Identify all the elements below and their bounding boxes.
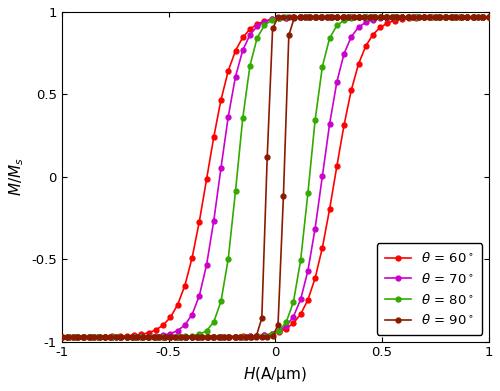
Legend: $\theta$ = 60$^\circ$, $\theta$ = 70$^\circ$, $\theta$ = 80$^\circ$, $\theta$ = : $\theta$ = 60$^\circ$, $\theta$ = 70$^\c… bbox=[376, 244, 482, 335]
θ = 90° bbox=[248, 334, 254, 339]
θ = 70° bbox=[59, 334, 65, 339]
θ = 70° bbox=[168, 331, 173, 336]
X-axis label: $H$(A/μm): $H$(A/μm) bbox=[243, 365, 308, 384]
θ = 80° bbox=[168, 334, 173, 339]
θ = 70° bbox=[131, 334, 137, 339]
Line: θ = 60°: θ = 60° bbox=[60, 14, 491, 339]
θ = 80° bbox=[131, 334, 137, 339]
θ = 70° bbox=[326, 14, 332, 19]
θ = 80° bbox=[486, 14, 492, 19]
θ = 80° bbox=[59, 334, 65, 339]
θ = 60° bbox=[182, 283, 188, 288]
θ = 60° bbox=[486, 14, 492, 19]
Line: θ = 70°: θ = 70° bbox=[60, 14, 491, 339]
θ = 70° bbox=[486, 14, 492, 19]
θ = 90° bbox=[59, 334, 65, 339]
θ = 60° bbox=[59, 334, 65, 339]
θ = 60° bbox=[196, 219, 202, 224]
θ = 90° bbox=[340, 14, 346, 19]
θ = 60° bbox=[204, 177, 210, 182]
θ = 90° bbox=[334, 14, 340, 19]
Y-axis label: $M/M_s$: $M/M_s$ bbox=[7, 158, 26, 196]
Line: θ = 80°: θ = 80° bbox=[60, 14, 491, 339]
θ = 90° bbox=[313, 14, 319, 19]
θ = 60° bbox=[168, 315, 173, 320]
θ = 90° bbox=[356, 14, 362, 19]
θ = 90° bbox=[442, 14, 448, 19]
θ = 80° bbox=[204, 328, 210, 333]
θ = 60° bbox=[326, 14, 332, 19]
Line: θ = 90°: θ = 90° bbox=[60, 14, 491, 339]
θ = 90° bbox=[486, 14, 492, 19]
θ = 80° bbox=[182, 334, 188, 339]
θ = 70° bbox=[204, 263, 210, 267]
θ = 80° bbox=[326, 14, 332, 19]
θ = 60° bbox=[131, 333, 137, 338]
θ = 80° bbox=[196, 332, 202, 337]
θ = 70° bbox=[182, 323, 188, 327]
θ = 70° bbox=[196, 293, 202, 298]
θ = 90° bbox=[318, 14, 324, 19]
